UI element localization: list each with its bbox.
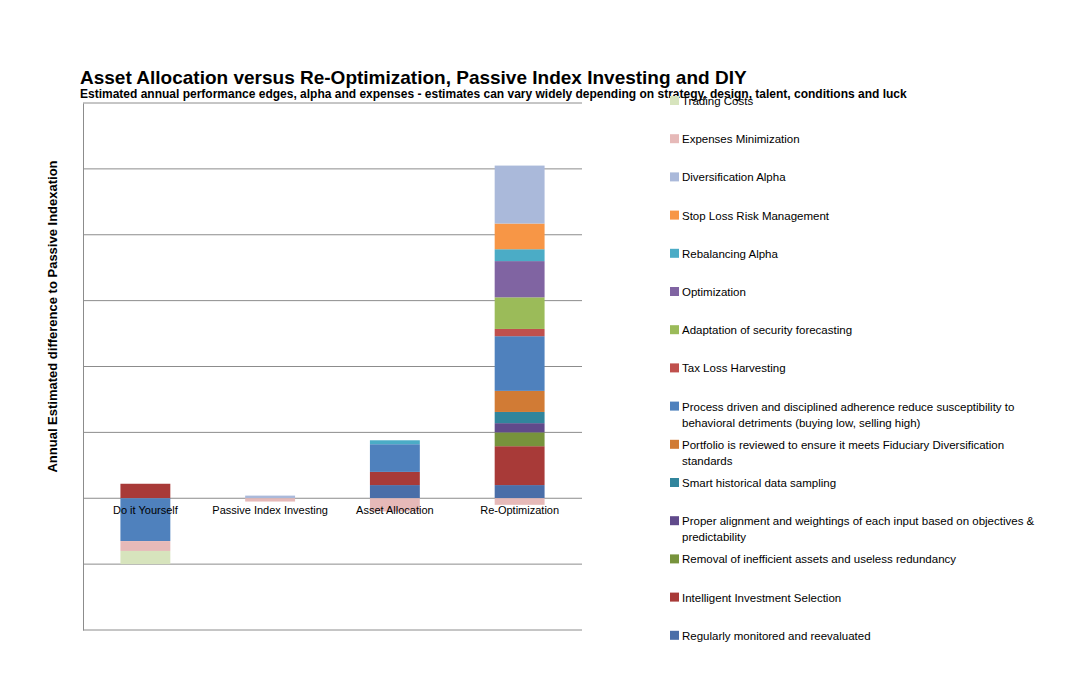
legend-label: Trading Costs: [682, 95, 753, 107]
legend-swatch: [670, 325, 679, 334]
legend-swatch: [670, 287, 679, 296]
legend-swatch: [670, 211, 679, 220]
bar-segment: [245, 498, 295, 501]
bar-segment: [120, 484, 170, 498]
bar-segment: [370, 440, 420, 441]
legend: Trading Costs Expenses Minimization Divers…: [670, 95, 1035, 642]
bar-segment: [370, 485, 420, 498]
bar-segment: [370, 440, 420, 441]
legend-swatch: [670, 440, 679, 449]
legend-swatch: [670, 631, 679, 640]
legend-swatch: [670, 554, 679, 563]
x-tick: Asset Allocation: [356, 504, 434, 516]
bar-segment: [370, 444, 420, 472]
grid-line: [83, 103, 582, 104]
legend-label: Intelligent Investment Selection: [682, 592, 841, 604]
bar-segment: [495, 423, 545, 432]
legend-swatch: [670, 96, 679, 105]
legend-label: Stop Loss Risk Management: [682, 210, 830, 222]
bar-segment: [120, 483, 170, 484]
x-tick: Passive Index Investing: [212, 504, 328, 516]
bar-segment: [120, 483, 170, 484]
bar-segment: [245, 495, 295, 496]
bar-segment: [370, 472, 420, 485]
legend-swatch: [670, 134, 679, 143]
legend-label: Adaptation of security forecasting: [682, 324, 852, 336]
bar-segment: [120, 483, 170, 484]
bar-segment: [495, 391, 545, 412]
bar-segment: [370, 440, 420, 441]
y-axis: [83, 104, 85, 631]
chart: Asset Allocation versus Re-Optimization,…: [0, 0, 1080, 680]
bar-segment: [495, 412, 545, 423]
legend-label: Regularly monitored and reevaluated: [682, 630, 871, 642]
x-tick: Do it Yourself: [113, 504, 179, 516]
bar-segment: [120, 483, 170, 484]
legend-swatch: [670, 593, 679, 602]
bar-segment: [245, 496, 295, 499]
subtitle: Estimated annual performance edges, alph…: [80, 87, 907, 101]
legend-swatch: [670, 249, 679, 258]
legend-label: Diversification Alpha: [682, 171, 786, 183]
bar-segment: [120, 541, 170, 551]
x-tick-label: Do it Yourself: [113, 504, 179, 516]
bar-segment: [495, 249, 545, 261]
legend-label: Tax Loss Harvesting: [682, 362, 786, 374]
legend-swatch: [670, 363, 679, 372]
bar-segment: [120, 483, 170, 484]
bar-segment: [495, 485, 545, 498]
legend-label: Rebalancing Alpha: [682, 248, 779, 260]
bar-segment: [120, 483, 170, 484]
legend-swatch: [670, 516, 679, 525]
x-axis: Do it Yourself Passive Index Investing Ass…: [113, 504, 559, 516]
bar-segment: [120, 483, 170, 484]
bar-segment: [370, 440, 420, 444]
x-tick-label: Asset Allocation: [356, 504, 434, 516]
bar-segment: [495, 297, 545, 329]
grid-line: [83, 630, 582, 631]
grid: [83, 103, 582, 630]
x-tick-label: Re-Optimization: [480, 504, 559, 516]
legend-label: Proper alignment and weightings of each …: [682, 515, 1035, 543]
bar-segment: [495, 261, 545, 297]
legend-swatch: [670, 478, 679, 487]
bar-segment: [495, 329, 545, 336]
x-tick-label: Passive Index Investing: [212, 504, 328, 516]
bar-segment: [120, 551, 170, 564]
legend-label: Process driven and disciplined adherence…: [682, 401, 1014, 429]
legend-label: Removal of inefficient assets and useles…: [682, 553, 956, 565]
legend-swatch: [670, 172, 679, 181]
bar-segment: [120, 483, 170, 484]
bar-segment: [120, 483, 170, 484]
bar-segment: [120, 483, 170, 484]
legend-swatch: [670, 402, 679, 411]
y-axis-title: Annual Estimated difference to Passive I…: [45, 160, 60, 472]
title: Asset Allocation versus Re-Optimization,…: [80, 67, 747, 88]
bar-segment: [495, 446, 545, 485]
legend-label: Optimization: [682, 286, 746, 298]
bar-segment: [495, 165, 545, 166]
bar-segment: [495, 166, 545, 224]
x-tick: Re-Optimization: [480, 504, 559, 516]
legend-label: Smart historical data sampling: [682, 477, 836, 489]
legend-label: Expenses Minimization: [682, 133, 800, 145]
bar-segment: [495, 432, 545, 446]
y-axis-line: [83, 104, 84, 631]
bar-segment: [495, 224, 545, 250]
legend-label: Portfolio is reviewed to ensure it meets…: [682, 439, 1004, 467]
bar-segment: [495, 336, 545, 391]
